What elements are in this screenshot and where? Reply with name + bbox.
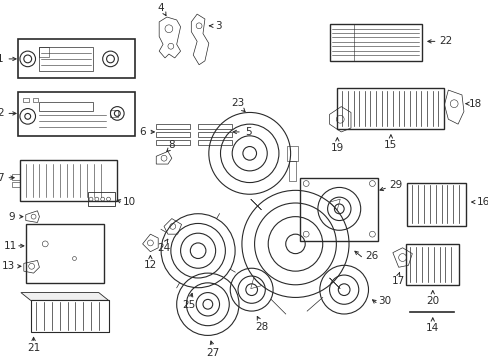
Text: 1: 1 (0, 54, 4, 64)
Text: 16: 16 (476, 197, 488, 207)
Text: 23: 23 (231, 98, 244, 108)
Polygon shape (21, 293, 108, 300)
Text: 5: 5 (245, 127, 251, 137)
Bar (405, 244, 458, 285)
Bar (12, 181, 20, 188)
Bar (40, 102, 93, 112)
Text: 19: 19 (330, 144, 343, 153)
Bar (20, 160, 117, 201)
Text: 26: 26 (364, 251, 377, 261)
Text: 28: 28 (254, 321, 267, 332)
Text: 22: 22 (438, 36, 451, 46)
Text: 20: 20 (426, 296, 438, 306)
Text: 4: 4 (158, 3, 164, 13)
Text: 29: 29 (388, 180, 402, 190)
Text: 11: 11 (3, 241, 17, 251)
Bar (407, 183, 465, 226)
Text: 17: 17 (391, 276, 405, 286)
Text: 10: 10 (122, 197, 135, 207)
Bar (288, 161, 296, 181)
Text: 9: 9 (9, 212, 16, 222)
Bar (156, 132, 190, 137)
Bar (286, 145, 298, 161)
Text: 2: 2 (0, 108, 4, 118)
Text: 24: 24 (157, 243, 170, 253)
Text: 21: 21 (27, 343, 40, 353)
Bar (40, 47, 49, 57)
Bar (88, 192, 115, 206)
Text: 12: 12 (143, 260, 157, 270)
Text: 25: 25 (182, 300, 195, 310)
Text: 3: 3 (215, 21, 222, 31)
Bar (31, 300, 108, 332)
Text: 30: 30 (378, 296, 391, 306)
Bar (198, 140, 232, 145)
Bar (23, 98, 29, 102)
Bar (18, 92, 135, 136)
Bar (156, 124, 190, 129)
Text: 6: 6 (139, 127, 145, 137)
Bar (300, 178, 377, 241)
Text: 14: 14 (425, 323, 439, 333)
Text: 8: 8 (168, 140, 175, 150)
Bar (337, 88, 444, 129)
Text: 27: 27 (205, 348, 219, 358)
Bar (156, 140, 190, 145)
Bar (12, 174, 20, 180)
Bar (33, 98, 39, 102)
Bar (26, 224, 103, 283)
Bar (18, 40, 135, 78)
Bar (110, 109, 118, 117)
Bar (198, 124, 232, 129)
Text: 15: 15 (384, 140, 397, 150)
Bar (329, 24, 421, 61)
Text: 18: 18 (468, 99, 481, 109)
Text: 13: 13 (1, 261, 15, 271)
Bar (198, 132, 232, 137)
Bar (40, 47, 93, 71)
Text: 7: 7 (0, 173, 4, 183)
